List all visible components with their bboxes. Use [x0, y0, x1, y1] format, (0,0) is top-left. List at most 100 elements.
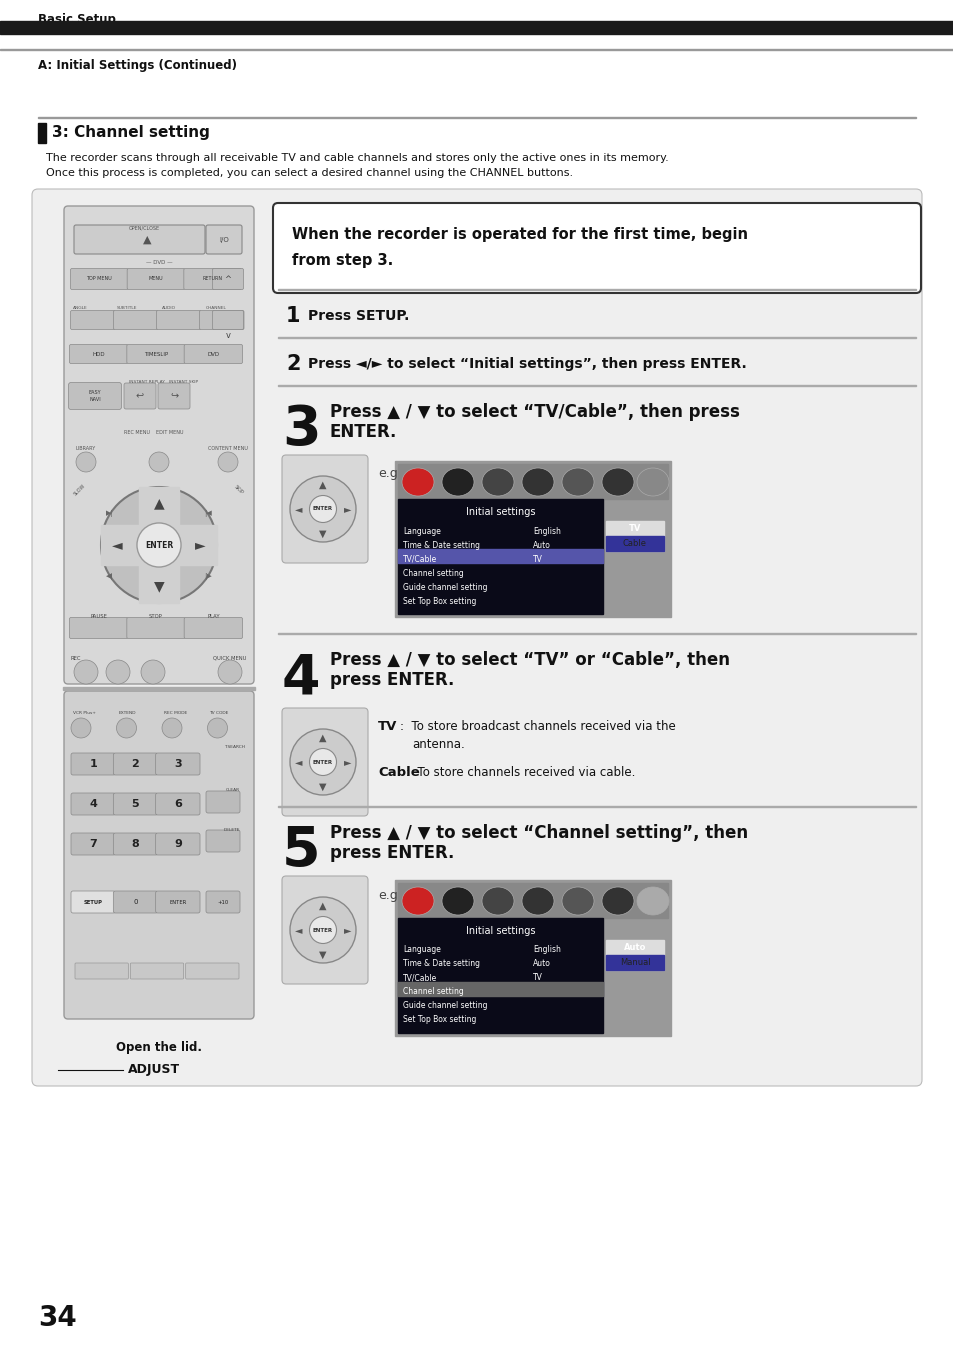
FancyBboxPatch shape [70, 345, 128, 364]
Text: TOP MENU: TOP MENU [87, 276, 112, 282]
Text: CHANNEL: CHANNEL [206, 306, 227, 310]
Circle shape [71, 718, 91, 737]
Text: ↩: ↩ [135, 391, 144, 400]
Text: +10: +10 [217, 899, 229, 905]
Circle shape [149, 452, 169, 472]
Text: ENTER: ENTER [313, 927, 333, 933]
Text: Set Top Box setting: Set Top Box setting [402, 1015, 476, 1024]
Text: :  To store broadcast channels received via the: : To store broadcast channels received v… [399, 720, 675, 733]
Circle shape [106, 661, 130, 683]
Text: e.g.: e.g. [377, 888, 401, 902]
Text: Language: Language [402, 527, 440, 535]
Text: SETUP: SETUP [84, 899, 103, 905]
FancyBboxPatch shape [131, 962, 184, 979]
Text: v: v [225, 332, 231, 341]
FancyBboxPatch shape [127, 617, 185, 639]
Text: 3: 3 [282, 403, 320, 457]
FancyBboxPatch shape [71, 793, 115, 816]
Circle shape [309, 917, 336, 944]
Text: Auto: Auto [533, 960, 550, 968]
FancyBboxPatch shape [71, 310, 115, 329]
Text: TV: TV [533, 554, 542, 563]
Bar [397, 918, 602, 1033]
FancyBboxPatch shape [113, 310, 158, 329]
FancyBboxPatch shape [113, 793, 157, 816]
Text: Press ◄/► to select “Initial settings”, then press ENTER.: Press ◄/► to select “Initial settings”, … [308, 357, 746, 371]
Bar [605, 520, 663, 551]
Circle shape [162, 718, 182, 737]
Text: QUICK MENU: QUICK MENU [213, 655, 247, 661]
Text: ◄: ◄ [294, 925, 302, 936]
Ellipse shape [561, 887, 594, 915]
Text: A: Initial Settings (Continued): A: Initial Settings (Continued) [38, 58, 236, 71]
FancyBboxPatch shape [282, 708, 368, 816]
Circle shape [74, 661, 98, 683]
Text: Press SETUP.: Press SETUP. [308, 309, 409, 324]
Text: e.g.: e.g. [377, 468, 401, 480]
Text: 5: 5 [132, 799, 139, 809]
Text: Cable: Cable [622, 539, 646, 549]
Text: press ENTER.: press ENTER. [330, 844, 454, 861]
FancyBboxPatch shape [206, 830, 240, 852]
FancyBboxPatch shape [113, 754, 157, 775]
Text: 6: 6 [173, 799, 182, 809]
FancyBboxPatch shape [124, 383, 156, 408]
Ellipse shape [481, 887, 514, 915]
Text: 34: 34 [38, 1304, 76, 1332]
Text: |▶: |▶ [204, 573, 212, 581]
Text: VCR Plus+: VCR Plus+ [73, 710, 95, 714]
FancyBboxPatch shape [186, 962, 239, 979]
Text: ADJUST: ADJUST [128, 1064, 180, 1077]
Text: 8: 8 [132, 838, 139, 849]
Ellipse shape [441, 468, 474, 496]
FancyBboxPatch shape [127, 345, 185, 364]
Circle shape [141, 661, 165, 683]
Text: 2: 2 [132, 759, 139, 768]
Text: ENTER: ENTER [169, 899, 186, 905]
Text: EASY
NAVI: EASY NAVI [89, 391, 101, 402]
Text: Once this process is completed, you can select a desired channel using the CHANN: Once this process is completed, you can … [46, 168, 573, 178]
Text: TV: TV [377, 720, 397, 733]
Text: AUDIO: AUDIO [161, 306, 175, 310]
Ellipse shape [290, 896, 355, 962]
Text: TV: TV [533, 973, 542, 983]
Text: SKIP: SKIP [233, 484, 243, 496]
FancyBboxPatch shape [71, 833, 115, 855]
Bar [605, 940, 663, 971]
Text: 3: 3 [173, 759, 181, 768]
Circle shape [116, 718, 136, 737]
Text: TIMESLIP: TIMESLIP [144, 352, 168, 356]
Bar [605, 537, 663, 551]
Text: ▼: ▼ [319, 782, 327, 791]
Bar [397, 883, 667, 918]
FancyBboxPatch shape [273, 204, 920, 293]
Ellipse shape [290, 476, 355, 542]
FancyBboxPatch shape [70, 617, 128, 639]
FancyBboxPatch shape [75, 962, 129, 979]
FancyBboxPatch shape [113, 891, 157, 913]
Text: Press ▲ / ▼ to select “Channel setting”, then: Press ▲ / ▼ to select “Channel setting”,… [330, 824, 747, 842]
Text: The recorder scans through all receivable TV and cable channels and stores only : The recorder scans through all receivabl… [46, 154, 668, 163]
FancyBboxPatch shape [113, 833, 157, 855]
Text: 1: 1 [90, 759, 97, 768]
Bar [101, 524, 216, 565]
FancyBboxPatch shape [155, 793, 200, 816]
Text: Guide channel setting: Guide channel setting [402, 1002, 487, 1011]
Text: MENU: MENU [149, 276, 163, 282]
Text: EXTEND: EXTEND [118, 710, 136, 714]
Text: ANGLE: ANGLE [73, 306, 88, 310]
Text: ▶|: ▶| [106, 510, 113, 516]
Text: ◄: ◄ [294, 758, 302, 767]
Bar [397, 499, 602, 613]
Text: ◀|: ◀| [106, 573, 113, 581]
Text: 4: 4 [282, 651, 320, 705]
FancyBboxPatch shape [184, 617, 242, 639]
Text: English: English [533, 527, 560, 535]
Circle shape [208, 718, 227, 737]
Text: INSTANT REPLAY   INSTANT SKIP: INSTANT REPLAY INSTANT SKIP [130, 380, 198, 384]
FancyBboxPatch shape [213, 268, 243, 290]
Text: When the recorder is operated for the first time, begin: When the recorder is operated for the fi… [292, 228, 747, 243]
Text: — DVD —: — DVD — [146, 260, 172, 264]
Text: Language: Language [402, 945, 440, 954]
Text: 4: 4 [90, 799, 97, 809]
